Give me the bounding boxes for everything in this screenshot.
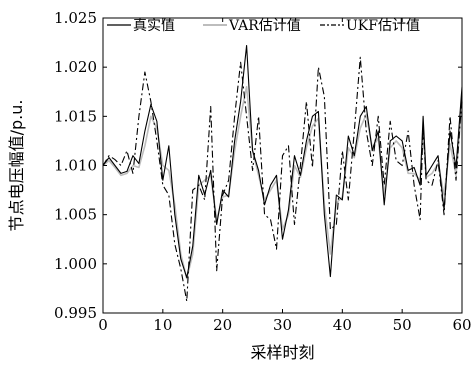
- x-tick-label: 60: [452, 316, 471, 334]
- plot-lines: [102, 44, 463, 302]
- y-tick-label: 1.025: [54, 9, 97, 27]
- series-line-true-value: [102, 44, 463, 279]
- axis-ticks: 0 10 20 30 40 50 60 0.995 1.000 1.005 1.010 1.015 1.…: [54, 9, 472, 334]
- x-tick-label: 40: [333, 316, 352, 334]
- y-tick-label: 0.995: [54, 304, 97, 322]
- y-tick-label: 1.005: [54, 206, 97, 224]
- y-axis-title: 节点电压幅值/p.u.: [7, 100, 26, 232]
- y-tick-label: 1.010: [54, 157, 97, 175]
- x-axis-title: 采样时刻: [250, 343, 314, 362]
- plot-frame: [102, 17, 463, 314]
- legend-label-var-estimate: VAR估计值: [228, 18, 301, 34]
- y-tick-label: 1.015: [54, 107, 97, 125]
- x-tick-label: 20: [213, 316, 232, 334]
- y-tick-label: 1.000: [54, 255, 97, 273]
- legend-label-ukf-estimate: UKF估计值: [346, 18, 420, 34]
- y-tick-label: 1.020: [54, 58, 97, 76]
- x-tick-label: 10: [153, 316, 172, 334]
- series-line-ukf-estimate: [102, 56, 463, 302]
- x-tick-label: 50: [393, 316, 412, 334]
- x-tick-label: 30: [273, 316, 292, 334]
- x-tick-label: 0: [98, 316, 108, 334]
- legend: 真实值 VAR估计值 UKF估计值: [107, 18, 420, 34]
- legend-label-true-value: 真实值: [133, 18, 175, 34]
- series-line-var-estimate: [102, 86, 463, 280]
